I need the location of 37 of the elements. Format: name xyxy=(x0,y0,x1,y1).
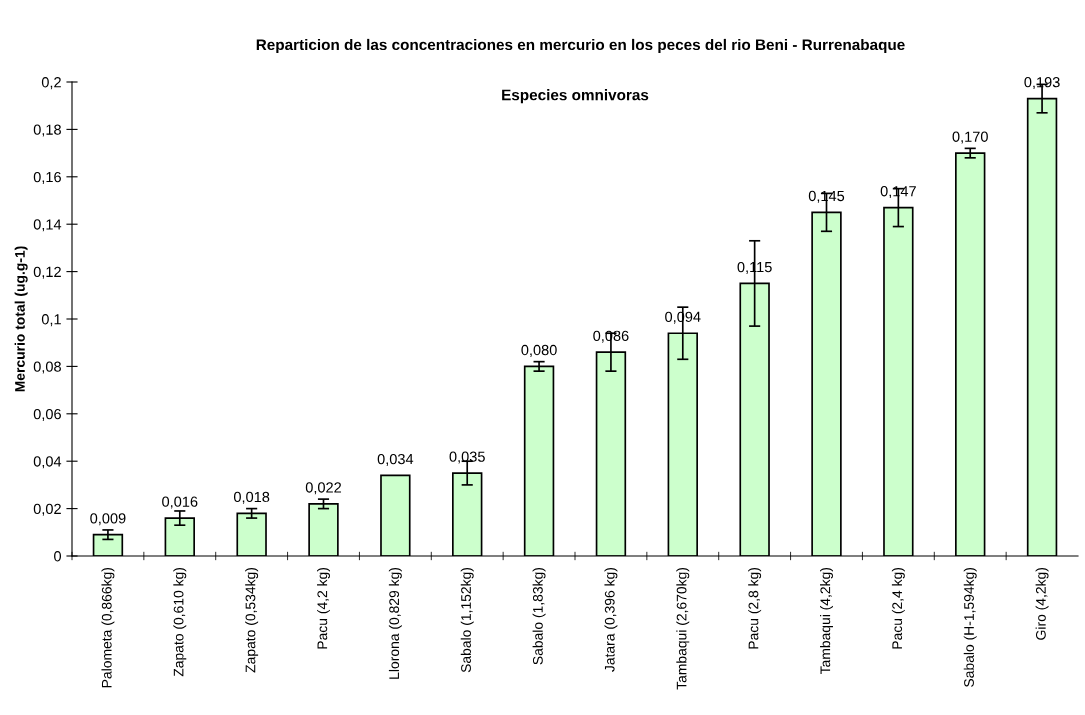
x-tick-label: Sabalo (1,152kg) xyxy=(460,567,474,673)
y-tick-label: 0,04 xyxy=(33,456,62,469)
y-tick-label: 0,06 xyxy=(33,408,61,421)
y-tick-label: 0,02 xyxy=(33,503,61,516)
chart-title: Reparticion de las concentraciones en mercurio en los peces del rio Beni - Rurrenabaque xyxy=(256,38,905,54)
x-tick-label: Pacu (4,2 kg) xyxy=(317,567,330,649)
data-label: 0,016 xyxy=(162,496,198,509)
data-label: 0,009 xyxy=(90,513,126,526)
y-tick-label: 0,18 xyxy=(33,124,61,137)
y-tick-label: 0,08 xyxy=(33,361,61,374)
data-label: 0,018 xyxy=(233,491,270,504)
chart-subtitle: Especies omnivoras xyxy=(502,89,649,104)
y-tick-label: 0,2 xyxy=(41,77,61,90)
data-label: 0,170 xyxy=(952,131,988,144)
data-label: 0,035 xyxy=(449,451,485,464)
x-tick-label: Zapato (0,610 kg) xyxy=(173,567,187,677)
x-tick-label: Tambaqui (4,2kg) xyxy=(820,567,833,675)
x-tick-label: Pacu (2,4 kg) xyxy=(891,567,905,649)
data-label: 0,022 xyxy=(305,482,342,495)
y-tick-label: 0 xyxy=(54,551,62,562)
y-tick-label: 0,12 xyxy=(33,266,61,279)
x-tick-label: Zapato (0,534kg) xyxy=(245,567,259,673)
y-tick-label: 0,16 xyxy=(33,171,61,184)
x-tick-label: Palometa (0,866kg) xyxy=(101,567,115,688)
y-tick-label: 0,1 xyxy=(41,314,61,327)
data-label: 0,034 xyxy=(377,453,414,466)
data-label: 0,080 xyxy=(521,344,557,357)
y-axis-title: Mercurio total (ug.g-1) xyxy=(14,246,28,392)
x-tick-label: Giro (4,2kg) xyxy=(1035,567,1049,640)
x-tick-label: Tambaqui (2,670kg) xyxy=(676,567,690,690)
x-tick-label: Jatara (0,396 kg) xyxy=(604,567,618,672)
x-tick-label: Llorona (0,829 kg) xyxy=(388,567,402,679)
y-tick-label: 0,14 xyxy=(33,219,62,232)
data-label: 0,193 xyxy=(1024,77,1060,90)
x-tick-label: Sabalo (1,83kg) xyxy=(532,567,546,665)
x-tick-label: Pacu (2,8 kg) xyxy=(748,567,762,649)
x-tick-label: Sabalo (H-1,594kg) xyxy=(963,567,977,687)
